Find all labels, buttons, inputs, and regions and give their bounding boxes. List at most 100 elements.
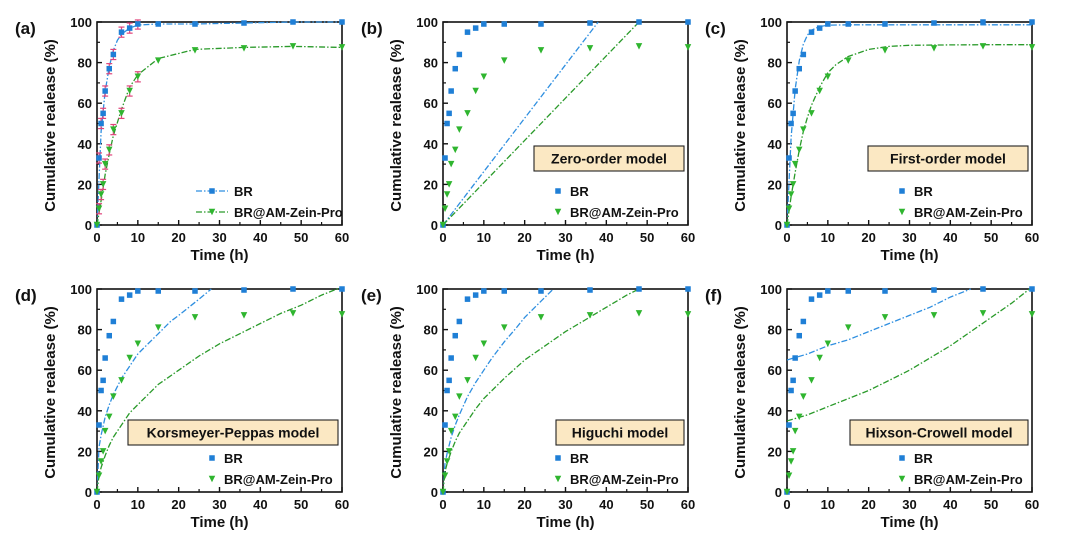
legend-label-br-am-zein-pro: BR@AM-Zein-Pro (914, 472, 1023, 487)
legend-label-br: BR (914, 451, 933, 466)
legend-label-br: BR (914, 184, 933, 199)
x-axis-label: Time (h) (536, 514, 594, 531)
data-point-br (790, 377, 796, 384)
x-tick-label: 20 (861, 497, 875, 512)
data-point-br (800, 51, 807, 58)
data-point-br-am-zein-pro (791, 427, 799, 435)
model-label: Korsmeyer-Peppas model (147, 425, 320, 441)
legend: BR BR@AM-Zein-Pro (554, 451, 679, 487)
fit-line-br-am-zein-pro (97, 286, 342, 492)
x-tick-label: 50 (984, 497, 998, 512)
x-tick-label: 50 (984, 230, 998, 245)
data-point-br-am-zein-pro (845, 324, 852, 331)
fit-line-br-am-zein-pro (443, 288, 640, 492)
data-point-br (587, 20, 593, 26)
data-point-br (882, 288, 888, 294)
y-tick-label: 40 (768, 404, 782, 419)
x-tick-label: 0 (439, 497, 446, 512)
data-point-br-am-zein-pro (110, 393, 117, 400)
data-point-br-am-zein-pro (586, 312, 594, 319)
data-point-br (464, 29, 471, 35)
legend-marker-br (209, 188, 215, 194)
panel-label: (b) (361, 19, 383, 38)
y-axis-label: Cumulative realease (%) (732, 39, 749, 212)
data-point-br-am-zein-pro (800, 126, 807, 133)
y-tick-label: 80 (768, 323, 782, 338)
data-point-br-am-zein-pro (787, 191, 795, 198)
data-point-br (444, 387, 450, 394)
x-tick-label: 60 (681, 497, 695, 512)
fit-lines (97, 286, 342, 492)
y-tick-label: 80 (424, 56, 438, 71)
data-point-br (481, 288, 487, 294)
x-tick-label: 0 (439, 230, 446, 245)
data-point-br (100, 377, 106, 384)
data-point-br (98, 120, 104, 127)
x-tick-label: 40 (599, 497, 613, 512)
data-point-br-am-zein-pro (480, 340, 488, 348)
data-points (439, 19, 692, 229)
data-point-br-am-zein-pro (783, 488, 791, 496)
y-axis-label: Cumulative realease (%) (388, 39, 405, 212)
data-point-br (192, 21, 198, 27)
fit-line-br (443, 288, 554, 492)
data-point-br-am-zein-pro (800, 393, 807, 400)
legend-label-br: BR (570, 451, 589, 466)
data-point-br (825, 288, 831, 294)
data-point-br-am-zein-pro (445, 181, 453, 188)
data-point-br-am-zein-pro (635, 310, 643, 317)
data-point-br-am-zein-pro (155, 324, 162, 331)
data-point-br-am-zein-pro (783, 221, 791, 229)
data-point-br-am-zein-pro (447, 427, 455, 435)
data-points (439, 286, 692, 496)
data-point-br-am-zein-pro (106, 146, 113, 154)
y-axis-label: Cumulative realease (%) (42, 39, 59, 212)
data-point-br-am-zein-pro (338, 44, 346, 51)
data-point-br-am-zein-pro (97, 191, 105, 198)
x-tick-label: 10 (131, 497, 145, 512)
data-point-br-am-zein-pro (191, 314, 199, 321)
data-point-br (980, 286, 986, 292)
y-tick-label: 60 (78, 363, 92, 378)
x-tick-label: 50 (640, 497, 654, 512)
data-point-br-am-zein-pro (787, 458, 795, 465)
data-points (783, 286, 1036, 496)
x-tick-label: 50 (294, 230, 308, 245)
x-tick-label: 30 (558, 497, 572, 512)
data-point-br-am-zein-pro (126, 87, 133, 95)
data-point-br-am-zein-pro (106, 413, 113, 421)
data-point-br (290, 286, 296, 292)
data-point-br-am-zein-pro (240, 312, 248, 319)
x-tick-label: 60 (335, 230, 349, 245)
data-point-br-am-zein-pro (110, 126, 117, 133)
model-label: Higuchi model (572, 425, 668, 441)
data-point-br-am-zein-pro (452, 146, 459, 154)
data-point-br-am-zein-pro (1028, 44, 1036, 51)
data-points (783, 19, 1036, 229)
data-point-br (685, 19, 691, 25)
x-tick-label: 30 (902, 497, 916, 512)
data-points (93, 286, 346, 496)
data-point-br-am-zein-pro (95, 472, 103, 480)
data-point-br (931, 20, 937, 26)
fit-line-br (787, 288, 972, 361)
chart-panel-1: 0 10 20 30 40 50 60 0 20 40 60 80 100 Time (h) Cumulat… (15, 15, 349, 264)
x-tick-label: 60 (1025, 497, 1039, 512)
x-tick-label: 10 (477, 497, 491, 512)
data-point-br (126, 25, 133, 31)
data-point-br-am-zein-pro (684, 44, 692, 51)
legend: BR BR@AM-Zein-Pro (208, 451, 333, 487)
data-point-br-am-zein-pro (445, 448, 453, 455)
data-point-br (241, 287, 247, 293)
data-point-br-am-zein-pro (684, 311, 692, 318)
plot-frame (96, 21, 343, 226)
data-point-br (816, 25, 823, 31)
x-tick-label: 20 (517, 497, 531, 512)
x-tick-label: 0 (93, 497, 100, 512)
y-tick-label: 20 (768, 177, 782, 192)
x-tick-label: 10 (821, 230, 835, 245)
y-tick-label: 100 (70, 282, 92, 297)
data-point-br (100, 110, 106, 117)
data-point-br-am-zein-pro (930, 312, 938, 319)
